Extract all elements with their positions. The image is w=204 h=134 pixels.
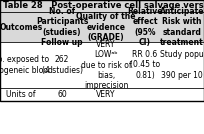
Text: VERY: VERY [96, 90, 116, 99]
Bar [0, 42, 204, 88]
Text: Table 28   Post-operative cell salvage versus standard treat: Table 28 Post-operative cell salvage ver… [3, 1, 204, 10]
Text: No. exposed to
allogeneic blood: No. exposed to allogeneic blood [0, 55, 52, 75]
Text: 60: 60 [57, 90, 67, 99]
Text: VERY
LOWᵃᵇ
due to risk of
bias,
imprecision: VERY LOWᵃᵇ due to risk of bias, imprecis… [81, 40, 131, 90]
Text: Relative
effect
(95%
CI): Relative effect (95% CI) [127, 7, 163, 47]
Text: No. of
Participants
(studies)
Follow up: No. of Participants (studies) Follow up [36, 7, 88, 47]
Text: Anticipate
Risk with
standard
treatment: Anticipate Risk with standard treatment [160, 7, 204, 47]
Text: 262
(4 studies): 262 (4 studies) [41, 55, 82, 75]
Text: Quality of the
evidence
(GRADE): Quality of the evidence (GRADE) [76, 12, 136, 42]
Bar [0, 88, 204, 101]
Bar [0, 12, 204, 42]
Text: RR 0.6
(0.45 to
0.81): RR 0.6 (0.45 to 0.81) [130, 50, 160, 80]
Text: Study popu

390 per 10: Study popu 390 per 10 [160, 50, 204, 80]
Bar [0, 0, 204, 12]
Text: Outcomes: Outcomes [0, 23, 43, 31]
Text: Units of: Units of [6, 90, 36, 99]
Bar [0, 0, 204, 101]
